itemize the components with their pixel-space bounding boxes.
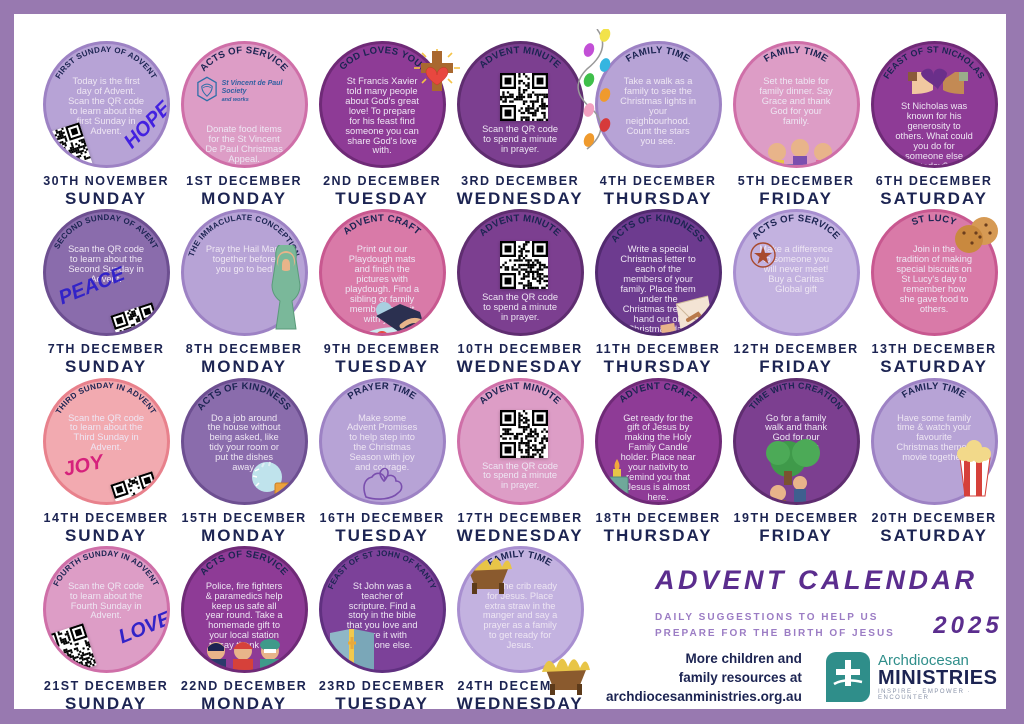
svg-text:TIME WITH CREATION: TIME WITH CREATION bbox=[747, 381, 845, 412]
svg-text:ACTS OF KINDNESS: ACTS OF KINDNESS bbox=[195, 381, 293, 413]
svg-text:THIRD SUNDAY IN ADVENT: THIRD SUNDAY IN ADVENT bbox=[54, 381, 158, 416]
svg-text:FIRST SUNDAY OF ADVENT: FIRST SUNDAY OF ADVENT bbox=[54, 44, 159, 80]
